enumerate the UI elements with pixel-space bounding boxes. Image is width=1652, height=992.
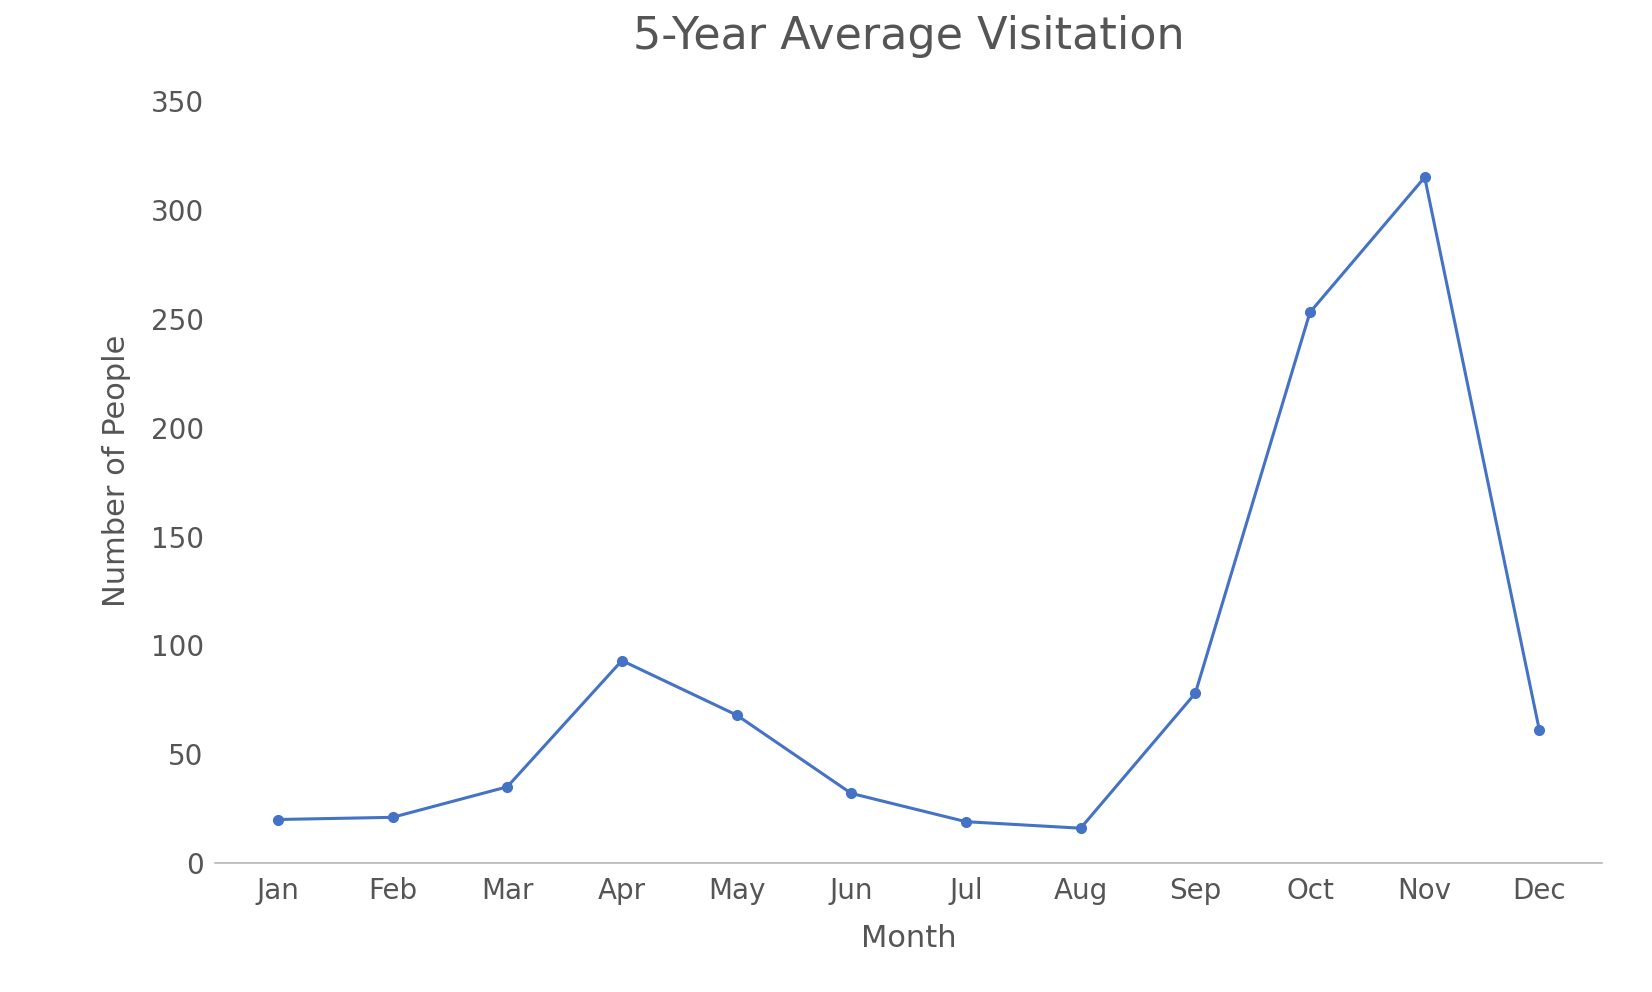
Y-axis label: Number of People: Number of People <box>102 335 131 607</box>
X-axis label: Month: Month <box>861 925 957 953</box>
Title: 5-Year Average Visitation: 5-Year Average Visitation <box>633 15 1184 58</box>
